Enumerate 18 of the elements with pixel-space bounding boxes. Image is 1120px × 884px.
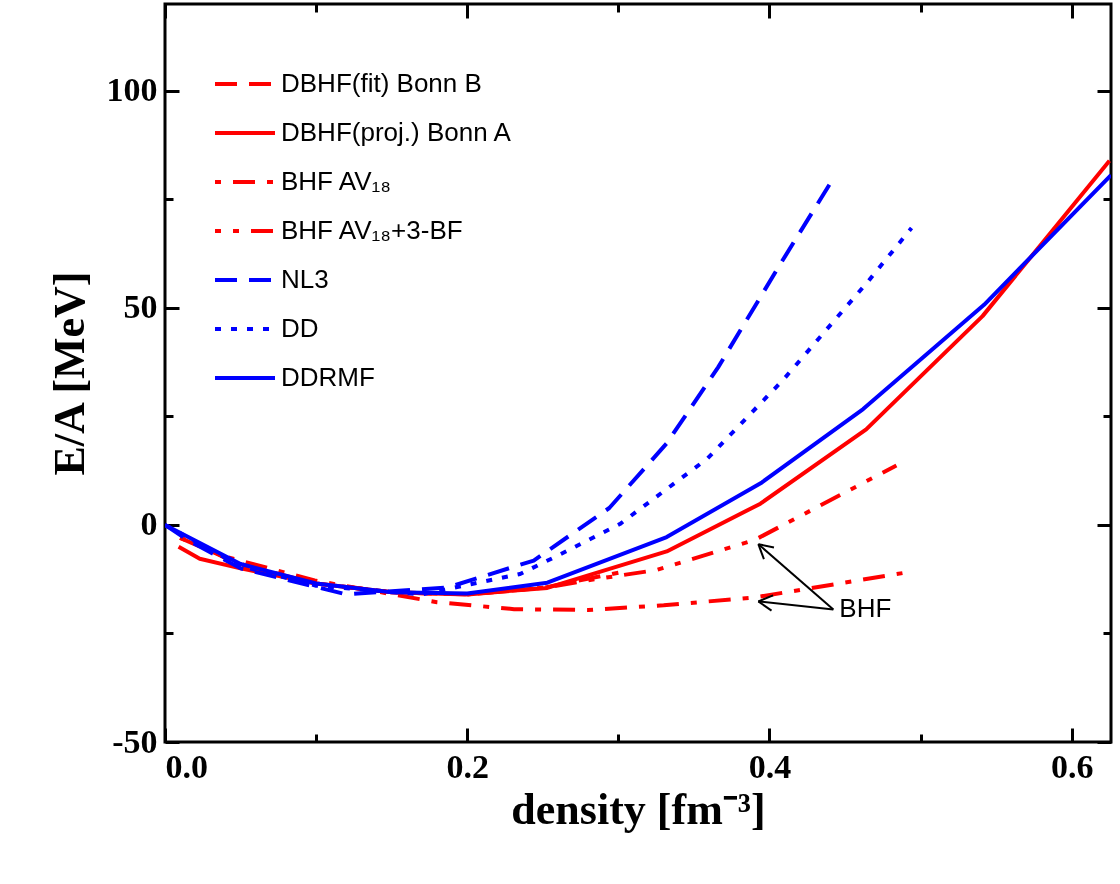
legend-label: BHF AV₁₈ bbox=[281, 166, 392, 196]
x-axis-title: density [fm⁻³] bbox=[511, 784, 766, 834]
legend-label: DDRMF bbox=[281, 362, 375, 392]
x-tick-label: 0.2 bbox=[446, 747, 489, 785]
annotation: BHF bbox=[839, 593, 892, 624]
legend-label: DBHF(proj.) Bonn A bbox=[281, 117, 512, 147]
legend-label: NL3 bbox=[281, 264, 329, 294]
legend-label: BHF AV₁₈+3-BF bbox=[281, 215, 463, 245]
y-tick-label: 100 bbox=[106, 71, 158, 109]
x-tick-label: 0.6 bbox=[1050, 747, 1094, 785]
legend-label: DD bbox=[281, 313, 319, 343]
y-tick-label: 0 bbox=[140, 505, 158, 543]
y-tick-label: 50 bbox=[123, 288, 158, 326]
legend-label: DBHF(fit) Bonn B bbox=[281, 68, 482, 98]
y-tick-label: -50 bbox=[112, 722, 158, 760]
x-tick-label: 0.4 bbox=[748, 747, 792, 785]
y-axis-title: E/A [MeV] bbox=[44, 271, 94, 476]
x-tick-label: 0.0 bbox=[165, 747, 208, 785]
